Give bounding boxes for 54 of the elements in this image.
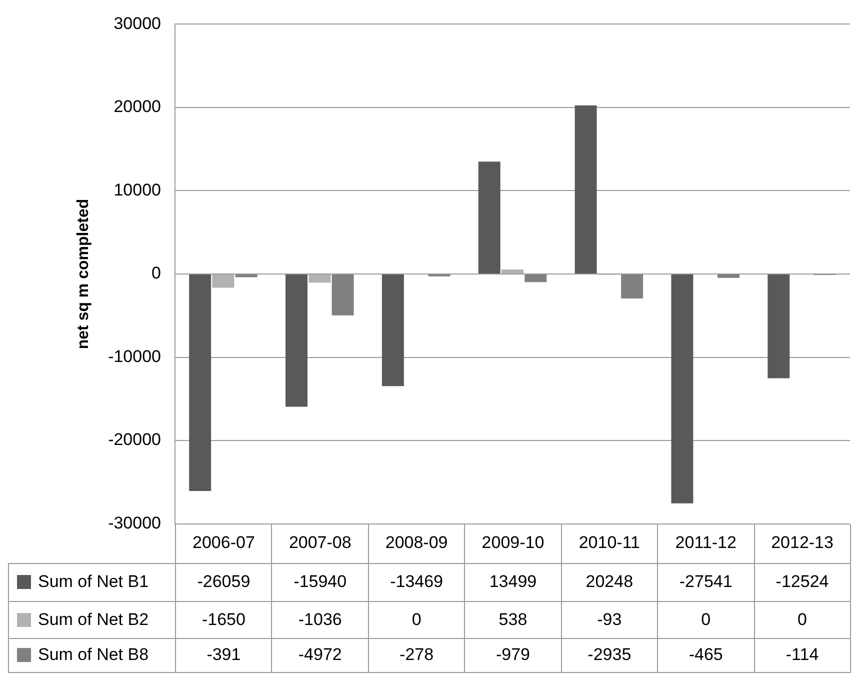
data-label: -2935 <box>588 645 632 666</box>
bar <box>212 274 234 288</box>
bar <box>235 274 258 278</box>
bar <box>524 274 547 282</box>
data-label: 20248 <box>586 572 634 592</box>
data-label: -13469 <box>390 572 444 592</box>
bar <box>621 274 644 298</box>
x-tick-label: 2007-08 <box>288 533 352 554</box>
data-label: 538 <box>498 610 528 630</box>
data-label: -15940 <box>294 572 347 592</box>
data-label: -12524 <box>776 572 829 592</box>
data-label: -1650 <box>202 610 246 630</box>
x-tick-label: 2006-07 <box>192 533 255 554</box>
y-tick-label: -30000 <box>108 513 161 532</box>
data-label: 0 <box>412 610 422 630</box>
bar <box>574 105 597 274</box>
y-tick-label: 10000 <box>114 180 161 200</box>
x-tick-label: 2012-13 <box>771 533 834 554</box>
data-label: -93 <box>597 610 622 630</box>
data-label: -391 <box>206 645 241 666</box>
bar <box>382 274 404 386</box>
x-tick-label: 2010-11 <box>578 533 640 554</box>
bar <box>478 162 500 274</box>
bar <box>768 274 790 378</box>
data-label: -465 <box>688 645 723 666</box>
y-tick-label: -20000 <box>108 430 161 450</box>
data-label: -4972 <box>298 645 342 666</box>
x-tick-label: 2009-10 <box>482 533 544 554</box>
data-label: -278 <box>400 645 434 666</box>
data-label: -114 <box>786 645 819 666</box>
data-label: 0 <box>798 610 807 630</box>
data-label: -1036 <box>298 610 342 630</box>
bar <box>671 274 694 504</box>
bar <box>718 274 740 278</box>
x-tick-label: 2011-12 <box>675 533 736 554</box>
data-label: -26059 <box>197 572 250 592</box>
y-axis-title: net sq m completed <box>75 198 92 350</box>
x-tick-label: 2008-09 <box>385 533 448 554</box>
data-label: -27541 <box>679 572 732 592</box>
data-label: 0 <box>701 610 711 630</box>
legend-label: Sum of Net B2 <box>38 610 149 630</box>
data-label: -979 <box>496 645 530 666</box>
legend-label: Sum of Net B8 <box>38 645 149 666</box>
bar <box>308 274 331 283</box>
y-tick-label: 0 <box>152 264 161 283</box>
bar <box>502 270 524 274</box>
bar <box>332 274 354 316</box>
data-label: 13499 <box>489 572 537 592</box>
y-tick-label: 30000 <box>114 14 161 33</box>
y-tick-label: -10000 <box>108 346 161 366</box>
y-tick-label: 20000 <box>114 97 161 116</box>
bar <box>286 274 308 407</box>
bar <box>189 274 212 491</box>
legend-label: Sum of Net B1 <box>38 572 149 592</box>
